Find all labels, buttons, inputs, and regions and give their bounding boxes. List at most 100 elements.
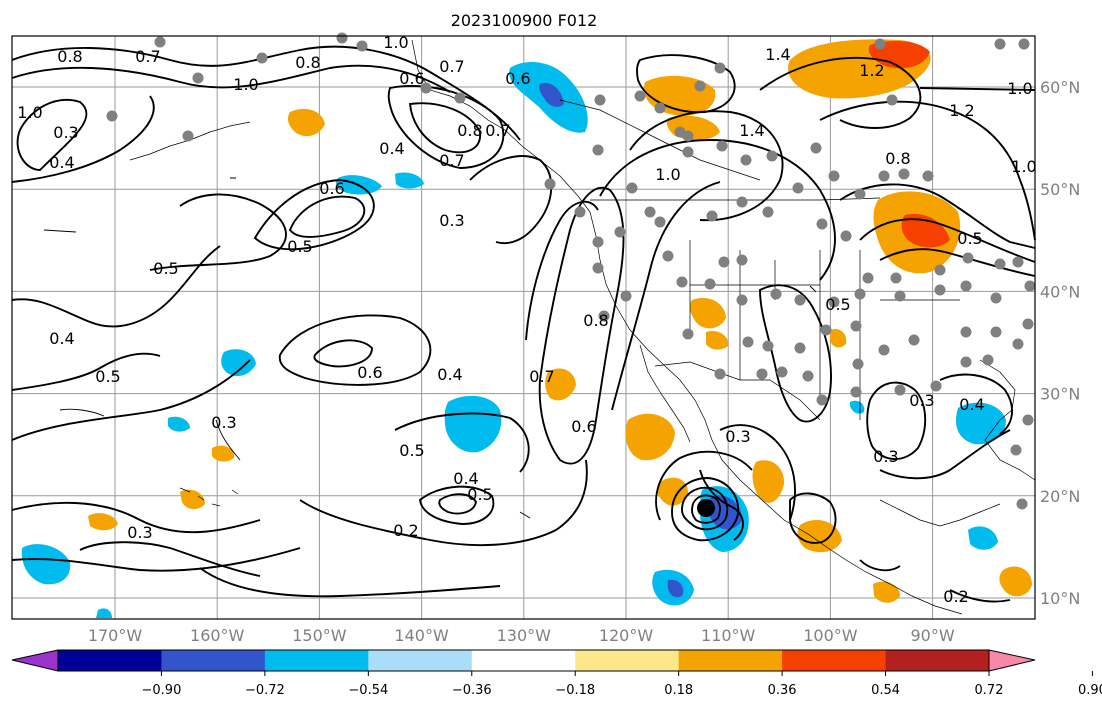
observation-point bbox=[762, 206, 774, 218]
contour-label: 0.3 bbox=[127, 523, 152, 542]
contour-label: 0.8 bbox=[57, 47, 82, 66]
positive-anomaly-area bbox=[657, 477, 689, 506]
contour-label: 0.6 bbox=[357, 363, 382, 382]
observation-point bbox=[336, 32, 348, 44]
observation-point bbox=[816, 394, 828, 406]
contour-label: 0.7 bbox=[439, 151, 464, 170]
positive-anomaly-area bbox=[873, 581, 900, 603]
observation-point bbox=[802, 370, 814, 382]
observation-point bbox=[1022, 414, 1034, 426]
longitude-label: 100°W bbox=[803, 626, 858, 645]
contour-label: 0.4 bbox=[49, 153, 74, 172]
colorbar-tick-label: 0.36 bbox=[768, 683, 797, 698]
observation-point bbox=[634, 90, 646, 102]
observation-point bbox=[762, 340, 774, 352]
observation-point bbox=[682, 146, 694, 158]
negative-anomaly-area bbox=[968, 526, 998, 550]
colorbar-tick-label: 0.54 bbox=[871, 683, 900, 698]
observation-point bbox=[794, 294, 806, 306]
observation-point bbox=[574, 206, 586, 218]
negative-anomaly-area bbox=[707, 495, 742, 530]
contour-lines bbox=[11, 45, 1036, 603]
observation-point bbox=[704, 278, 716, 290]
contour-label: 0.6 bbox=[319, 179, 344, 198]
colorbar-tick-label: 0.90 bbox=[1078, 683, 1102, 698]
observation-point bbox=[898, 168, 910, 180]
negative-anomaly-area bbox=[539, 83, 564, 107]
observation-point bbox=[592, 262, 604, 274]
contour-label: 1.4 bbox=[765, 45, 790, 64]
observation-point bbox=[990, 292, 1002, 304]
observation-point bbox=[192, 72, 204, 84]
colorbar: −0.90 −0.72 −0.54 −0.36 −0.18 0.18 0.36 0.54 0.7… bbox=[11, 649, 1102, 698]
observation-point bbox=[828, 170, 840, 182]
latitude-label: 50°N bbox=[1040, 180, 1080, 199]
us-canada-border bbox=[590, 197, 881, 201]
colorbar-cell bbox=[782, 650, 887, 671]
colorbar-tick-label: −0.36 bbox=[452, 683, 492, 698]
observation-point bbox=[850, 320, 862, 332]
latitude-label: 60°N bbox=[1040, 78, 1080, 97]
colorbar-extend-left bbox=[11, 649, 59, 672]
observation-point bbox=[792, 182, 804, 194]
colorbar-cell bbox=[575, 650, 680, 671]
observation-point bbox=[794, 342, 806, 354]
contour-label: 0.8 bbox=[457, 121, 482, 140]
longitude-tick-labels: 170°W 160°W 150°W 140°W 130°W 120°W 110°W 100°W… bbox=[88, 626, 955, 645]
observation-point bbox=[982, 354, 994, 366]
longitude-label: 120°W bbox=[599, 626, 654, 645]
colorbar-extend-right bbox=[988, 649, 1036, 672]
positive-anomaly-area bbox=[545, 368, 576, 401]
contour-label: 0.8 bbox=[583, 311, 608, 330]
longitude-label: 140°W bbox=[394, 626, 449, 645]
observation-point bbox=[682, 130, 694, 142]
observation-point bbox=[654, 216, 666, 228]
observation-points bbox=[106, 32, 1036, 510]
contour-label: 1.0 bbox=[17, 103, 42, 122]
colorbar-tick-label: 0.72 bbox=[975, 683, 1004, 698]
observation-point bbox=[1018, 38, 1030, 50]
observation-point bbox=[694, 80, 706, 92]
negative-anomaly-area bbox=[395, 172, 424, 189]
colorbar-cell bbox=[368, 650, 473, 671]
negative-anomaly-area bbox=[221, 349, 256, 377]
negative-anomaly-area bbox=[667, 579, 684, 598]
positive-anomaly-area bbox=[88, 513, 118, 531]
observation-point bbox=[934, 264, 946, 276]
observation-point bbox=[934, 284, 946, 296]
observation-point bbox=[828, 296, 840, 308]
longitude-label: 90°W bbox=[911, 626, 955, 645]
negative-anomaly-area bbox=[96, 608, 112, 618]
positive-anomaly-area bbox=[180, 489, 205, 510]
colorbar-tick-label: −0.90 bbox=[142, 683, 182, 698]
observation-point bbox=[922, 170, 934, 182]
positive-anomaly-area bbox=[212, 445, 235, 462]
contour-label: 0.5 bbox=[467, 485, 492, 504]
observation-point bbox=[598, 310, 610, 322]
observation-point bbox=[810, 142, 822, 154]
observation-point bbox=[714, 368, 726, 380]
contour-label: 0.5 bbox=[825, 295, 850, 314]
observation-point bbox=[874, 38, 886, 50]
contour-label: 0.3 bbox=[211, 413, 236, 432]
contour-label: 1.4 bbox=[739, 121, 764, 140]
contour-label: 0.3 bbox=[725, 427, 750, 446]
observation-point bbox=[644, 206, 656, 218]
observation-point bbox=[908, 334, 920, 346]
observation-point bbox=[620, 290, 632, 302]
negative-anomaly-area bbox=[444, 395, 502, 453]
contour-label: 0.4 bbox=[437, 365, 462, 384]
observation-point bbox=[852, 358, 864, 370]
contour-label: 0.5 bbox=[957, 229, 982, 248]
colorbar-frame bbox=[57, 649, 990, 672]
contour-label: 0.5 bbox=[287, 237, 312, 256]
contour-label: 0.6 bbox=[571, 417, 596, 436]
thin-contours bbox=[43, 177, 817, 519]
contour-labels: 0.8 0.7 1.0 0.6 0.7 0.8 1.0 1.4 1.2 1.0 … bbox=[17, 33, 1036, 606]
observation-point bbox=[1012, 256, 1024, 268]
observation-point bbox=[930, 380, 942, 392]
positive-anomaly-area bbox=[706, 330, 729, 350]
observation-point bbox=[960, 356, 972, 368]
latitude-label: 20°N bbox=[1040, 487, 1080, 506]
observation-point bbox=[662, 250, 674, 262]
